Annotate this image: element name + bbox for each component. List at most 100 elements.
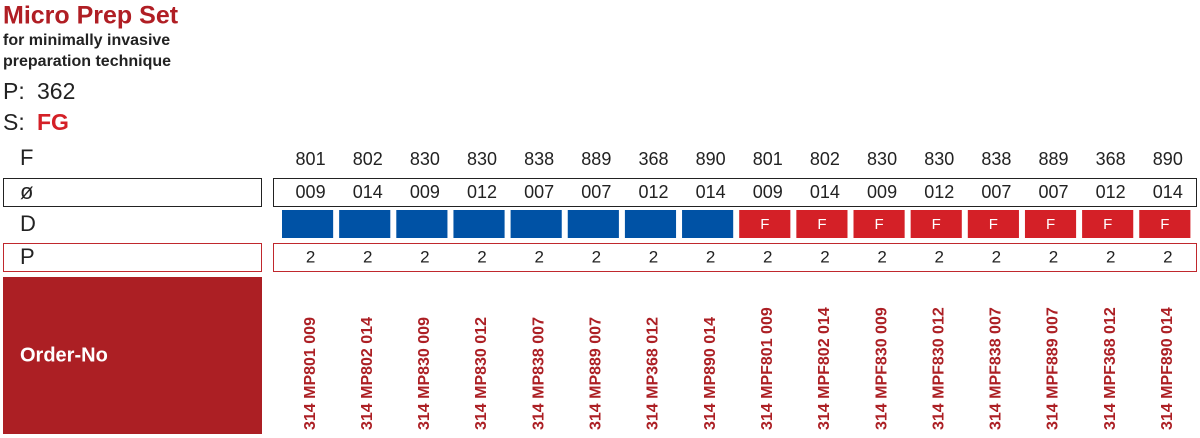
shank-value: FG <box>37 109 69 135</box>
order-number: 314 MP802 014 <box>359 317 376 430</box>
shape-number: 830 <box>467 149 497 169</box>
title: Micro Prep Set <box>3 2 179 30</box>
shape-number: 838 <box>981 149 1011 169</box>
pack-qty: 2 <box>477 247 486 266</box>
row-label: P <box>20 244 35 269</box>
design-block <box>567 210 619 238</box>
order-number: 314 MP838 007 <box>530 317 547 430</box>
row-box <box>273 243 1197 272</box>
label-box <box>3 243 262 272</box>
design-label: F <box>932 216 941 233</box>
design-block <box>1139 210 1191 238</box>
diameter: 014 <box>696 182 726 202</box>
design-label: F <box>874 216 883 233</box>
shape-number: 802 <box>353 149 383 169</box>
design-label: F <box>989 216 998 233</box>
shape-number: 830 <box>410 149 440 169</box>
diameter: 012 <box>638 182 668 202</box>
pack-label: P: <box>3 78 25 104</box>
pack-qty: 2 <box>1106 247 1115 266</box>
design-block <box>739 210 791 238</box>
row-label: ø <box>20 179 33 204</box>
order-number: 314 MPF889 007 <box>1045 307 1062 430</box>
order-number: 314 MPF890 014 <box>1159 307 1176 430</box>
pack-qty: 2 <box>592 247 601 266</box>
design-block <box>853 210 905 238</box>
shape-number: 368 <box>638 149 668 169</box>
row-label: D <box>20 211 36 236</box>
shape-number: 830 <box>924 149 954 169</box>
design-block <box>282 210 334 238</box>
design-block <box>1082 210 1134 238</box>
order-number: 314 MPF802 014 <box>816 307 833 430</box>
subtitle: preparation technique <box>3 53 171 70</box>
diameter: 014 <box>353 182 383 202</box>
pack-qty: 2 <box>706 247 715 266</box>
design-label: F <box>817 216 826 233</box>
diameter: 007 <box>524 182 554 202</box>
diameter: 014 <box>1153 182 1183 202</box>
pack-qty: 2 <box>1163 247 1172 266</box>
diameter: 014 <box>810 182 840 202</box>
shape-number: 830 <box>867 149 897 169</box>
order-number: 314 MPF838 007 <box>988 307 1005 430</box>
pack-value: 362 <box>37 78 75 104</box>
order-number: 314 MP830 009 <box>416 317 433 430</box>
design-block <box>682 210 734 238</box>
design-block <box>1024 210 1077 238</box>
pack-qty: 2 <box>763 247 772 266</box>
row-label: Order-No <box>20 344 108 366</box>
order-number: 314 MP889 007 <box>588 317 605 430</box>
shape-number: 838 <box>524 149 554 169</box>
diameter: 009 <box>410 182 440 202</box>
diameter: 012 <box>924 182 954 202</box>
order-number: 314 MPF801 009 <box>759 307 776 430</box>
shape-number: 802 <box>810 149 840 169</box>
order-number: 314 MPF368 012 <box>1102 307 1119 430</box>
order-label-box <box>3 277 262 434</box>
shape-number: 890 <box>1153 149 1183 169</box>
row-label: F <box>20 145 33 170</box>
row-box <box>273 178 1197 207</box>
pack-qty: 2 <box>649 247 658 266</box>
pack-qty: 2 <box>534 247 543 266</box>
pack-qty: 2 <box>992 247 1001 266</box>
label-box <box>3 178 262 207</box>
diameter: 009 <box>867 182 897 202</box>
diameter: 012 <box>467 182 497 202</box>
pack-qty: 2 <box>934 247 943 266</box>
diameter: 012 <box>1096 182 1126 202</box>
pack-qty: 2 <box>306 247 315 266</box>
order-number: 314 MPF830 012 <box>930 307 947 430</box>
design-block <box>967 210 1019 238</box>
design-block <box>453 210 505 238</box>
order-number: 314 MP830 012 <box>473 317 490 430</box>
shape-number: 889 <box>581 149 611 169</box>
diameter: 007 <box>981 182 1011 202</box>
design-block <box>339 210 391 238</box>
diameter: 007 <box>1039 182 1069 202</box>
design-block <box>796 210 848 238</box>
pack-qty: 2 <box>363 247 372 266</box>
shape-number: 801 <box>753 149 783 169</box>
design-block <box>910 210 962 238</box>
diameter: 009 <box>753 182 783 202</box>
shape-number: 889 <box>1039 149 1069 169</box>
order-number: 314 MP890 014 <box>702 317 719 430</box>
design-label: F <box>1046 216 1055 233</box>
subtitle: for minimally invasive <box>3 32 170 49</box>
design-label: F <box>1160 216 1169 233</box>
order-number: 314 MP801 009 <box>302 317 319 430</box>
shank-label: S: <box>3 109 25 135</box>
design-label: F <box>760 216 769 233</box>
shape-number: 801 <box>296 149 326 169</box>
pack-qty: 2 <box>820 247 829 266</box>
pack-qty: 2 <box>877 247 886 266</box>
shape-number: 890 <box>696 149 726 169</box>
design-label: F <box>1103 216 1112 233</box>
diameter: 007 <box>581 182 611 202</box>
design-block <box>510 210 562 238</box>
design-block <box>624 210 677 238</box>
